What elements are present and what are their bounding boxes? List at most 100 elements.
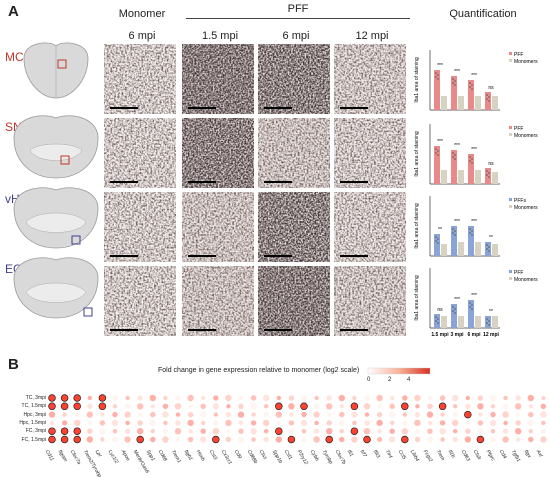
bar-pff [468,154,474,184]
row-label: TC, 3mpi [25,395,46,401]
dot [465,420,470,426]
data-point [486,98,488,100]
dot [212,403,219,410]
data-point [486,94,488,96]
data-point [454,154,456,156]
dot [465,395,470,401]
row-label: TC, 1.5mpi [21,403,46,410]
dot [100,437,105,442]
legend-tick-2: 2 [388,377,392,383]
dot [528,404,533,409]
data-point [437,238,439,240]
dot [414,394,421,402]
bar-pff [451,304,457,328]
data-point [452,156,454,158]
dot [237,436,245,443]
dot [515,420,521,426]
sig-label: *** [437,139,443,145]
dot [150,429,155,434]
dot [489,419,497,427]
dot [351,436,358,443]
legend-entry-monomer: Monomers [514,277,538,283]
gene-dot-matrix [48,394,547,444]
dot [313,411,320,418]
dot [74,411,80,418]
xtick-label: 6 mpi [467,332,481,338]
dot [390,395,395,401]
dot [339,404,344,409]
data-point [435,72,437,74]
data-point [469,82,471,84]
data-point [471,304,473,306]
data-point [435,76,437,78]
bar-monomer [441,170,447,184]
brain-schematic-vhpc [13,187,99,249]
dot [175,437,181,442]
data-point [435,148,437,150]
row-label: FC, 3mpi [25,428,46,435]
legend-entry-pff: PFF [514,126,523,132]
bar-monomer [441,316,447,328]
dot [503,395,508,401]
legend-tick-4: 4 [407,377,411,383]
dot [150,404,155,409]
dot [516,437,521,442]
dot [427,395,433,401]
data-point [486,170,488,172]
data-point [435,152,437,154]
dot [49,420,55,426]
dot [300,394,308,402]
data-point [469,232,471,234]
dot [490,436,496,443]
data-point [488,246,490,248]
dot [313,428,320,434]
dot [376,436,383,443]
quant-ylabel: Iba1 area of staining [414,203,420,249]
data-point [471,84,473,86]
dot [238,395,244,401]
dot [389,403,395,409]
dot [414,436,421,443]
dot [86,411,94,418]
dot [111,394,119,402]
data-point [471,88,473,90]
dot [175,395,181,401]
dot [414,419,421,427]
dot [212,435,220,444]
legend-entry-pff: PFF [514,52,523,58]
data-point [486,244,488,246]
dot [124,428,131,434]
dot [289,412,294,417]
data-point [435,320,437,322]
bar-monomer [492,316,498,328]
dot [364,395,370,401]
dot [352,420,357,426]
dot [288,420,295,426]
dot [73,427,81,435]
panel-letter-b: B [8,356,19,373]
dot [187,436,194,443]
dot [401,435,409,444]
quant-ylabel: Iba1 area of staining [414,57,420,103]
data-point [437,74,439,76]
bar-pff [485,92,491,110]
dot [300,402,308,411]
data-point [469,86,471,88]
bar-pff [434,70,440,110]
dot [124,411,131,418]
dot [111,419,119,427]
dot [162,403,169,409]
dot [402,412,407,417]
xtick-label: 12 mpi [483,332,499,338]
dot [87,428,93,434]
dot [60,394,69,402]
sig-label: ns [488,85,494,91]
dot [213,420,219,426]
dot [528,436,534,443]
dot [363,435,371,444]
data-point [488,320,490,322]
data-point [486,318,488,320]
dot [515,403,522,410]
brain-schematic-mc [23,42,89,99]
